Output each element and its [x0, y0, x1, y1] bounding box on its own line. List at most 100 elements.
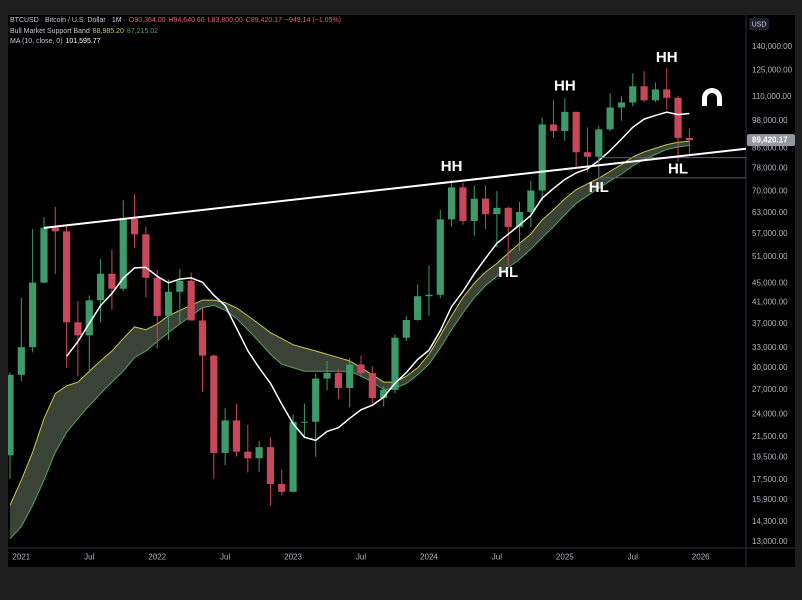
y-tick-label: 110,000.00: [752, 92, 792, 101]
annotation: HH: [554, 78, 576, 95]
x-tick-label: 2025: [556, 553, 574, 562]
candle-body: [51, 227, 59, 232]
y-tick-label: 86,000.00: [752, 143, 788, 152]
candle-body: [640, 86, 648, 101]
ohlc: −949.14 (−1.05%): [284, 17, 342, 24]
band-name: Bull Market Support Band: [10, 27, 90, 35]
x-tick-label: Jul: [356, 553, 366, 562]
candle-body: [674, 97, 682, 138]
x-tick-label: Jul: [84, 553, 94, 562]
candle-body: [289, 421, 297, 492]
candle-body: [448, 187, 456, 220]
candle-body: [17, 347, 25, 375]
y-tick-label: 57,000.00: [752, 229, 788, 238]
candle-body: [346, 364, 354, 388]
candle-body: [278, 484, 286, 492]
candle-body: [8, 374, 14, 456]
candle-body: [334, 372, 342, 388]
band-value: 88,985.20: [92, 27, 124, 35]
annotation: HL: [589, 179, 609, 196]
ma-line: [66, 111, 690, 442]
annotation: HH: [656, 49, 678, 66]
ohlc: L83,800.00: [207, 17, 243, 24]
ohlc: C89,420.17: [245, 17, 282, 24]
y-tick-label: 27,000.00: [752, 385, 788, 394]
candle-body: [481, 198, 490, 215]
ma-value: 101,595.77: [65, 38, 101, 45]
candle-body: [493, 207, 501, 215]
candle-body: [119, 218, 127, 289]
candle-body: [504, 207, 512, 227]
y-tick-label: 13,000.00: [752, 537, 788, 546]
ma-name: MA (10, close, 0): [10, 38, 63, 45]
y-tick-label: 37,000.00: [752, 319, 788, 328]
candle-body: [153, 277, 161, 316]
candle-body: [685, 137, 693, 141]
y-tick-label: 125,000.00: [752, 65, 793, 74]
candle-body: [232, 420, 241, 452]
annotation: HL: [498, 264, 518, 281]
candle-body: [459, 187, 467, 221]
x-tick-label: 2023: [284, 553, 302, 562]
candle-body: [142, 234, 150, 278]
x-tick-label: 2024: [420, 553, 438, 562]
trendline: [43, 147, 746, 229]
ohlc: O90,364.00: [128, 17, 166, 24]
annotation: HH: [441, 158, 463, 175]
candle-body: [312, 378, 320, 422]
y-tick-label: 51,000.00: [752, 252, 788, 261]
candle-body: [187, 280, 195, 321]
candle-body: [63, 231, 71, 323]
ma-row: MA (10, close, 0) 101,595.77: [10, 37, 344, 48]
candle-body: [425, 294, 433, 297]
band-value: 87,215.02: [126, 27, 159, 35]
currency-box: [749, 18, 769, 30]
y-tick-label: 45,000.00: [752, 278, 788, 287]
y-tick-label: 14,300.00: [752, 517, 788, 526]
candle-body: [198, 320, 207, 356]
x-tick-label: 2021: [12, 553, 30, 562]
y-tick-label: 98,000.00: [752, 116, 788, 125]
candle-body: [561, 111, 569, 131]
magnet-icon: [702, 88, 722, 106]
candle-body: [549, 124, 558, 131]
candle-body: [266, 447, 275, 485]
band-fill: [10, 141, 690, 539]
candle-body: [538, 124, 546, 191]
x-tick-label: Jul: [220, 553, 230, 562]
band-row: Bull Market Support Band 88,985.20 87,215.…: [10, 27, 344, 38]
candle-body: [300, 421, 308, 423]
last-price-label: 89,420.17: [752, 136, 788, 145]
candle-body: [164, 291, 173, 316]
candle-body: [29, 282, 37, 348]
y-tick-label: 19,500.00: [752, 453, 788, 462]
y-tick-label: 78,000.00: [752, 164, 788, 173]
candle-body: [583, 152, 592, 157]
x-tick-label: Jul: [628, 553, 638, 562]
candle-body: [391, 337, 399, 390]
candle-body: [436, 219, 444, 295]
x-tick-label: 2022: [148, 553, 166, 562]
y-tick-label: 63,000.00: [752, 208, 788, 217]
candle-body: [663, 89, 671, 98]
candle-body: [527, 190, 535, 213]
candle-body: [108, 273, 116, 289]
y-tick-label: 17,500.00: [752, 475, 788, 484]
y-tick-label: 41,000.00: [752, 298, 788, 307]
currency: USD: [752, 21, 767, 28]
candle-body: [651, 89, 660, 101]
candle-body: [470, 198, 478, 221]
candle-body: [414, 296, 422, 320]
candle-body: [380, 389, 388, 399]
y-tick-label: 140,000.00: [752, 42, 793, 51]
y-tick-label: 30,000.00: [752, 363, 788, 372]
candle-body: [606, 107, 614, 130]
y-tick-label: 21,500.00: [752, 432, 788, 441]
y-tick-label: 70,000.00: [752, 186, 788, 195]
candle-body: [85, 300, 93, 336]
candle-body: [40, 227, 48, 283]
x-tick-label: 2026: [692, 553, 710, 562]
candle-body: [357, 364, 365, 374]
symbol: BTCUSD · Bitcoin / U.S. Dollar · 1M ·: [10, 17, 126, 24]
